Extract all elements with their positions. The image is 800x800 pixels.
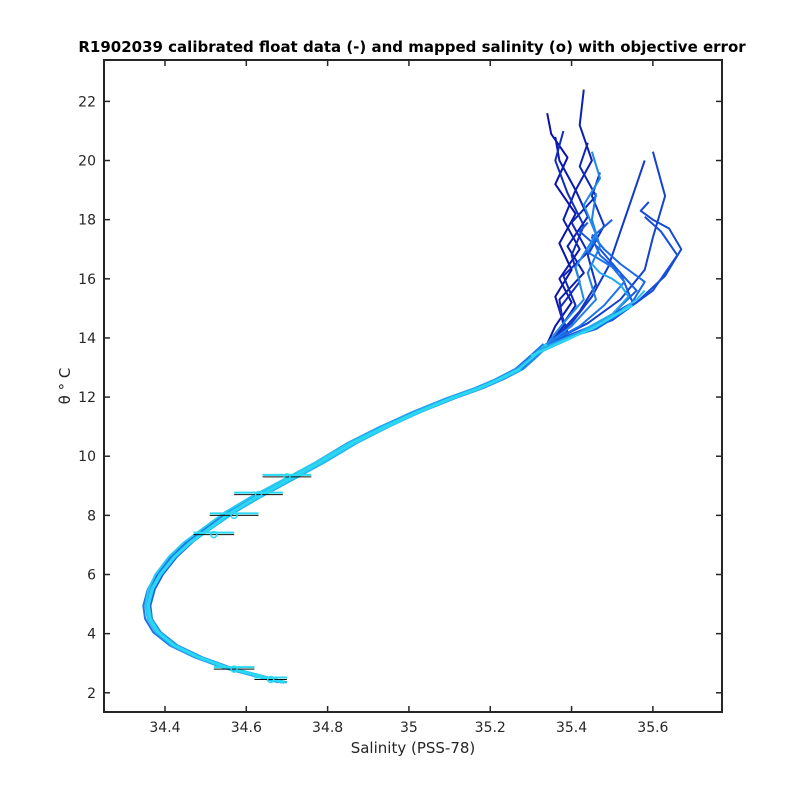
plot-frame [103, 59, 723, 713]
x-tick-label-3: 35 [400, 720, 418, 736]
profile-light-0 [538, 263, 630, 351]
mapped-point-3 [209, 511, 259, 520]
x-tick-label-5: 35.4 [556, 720, 587, 736]
y-tick-label-7: 16 [78, 272, 96, 288]
mapped-point-0 [254, 675, 287, 684]
x-tick-label-4: 35.2 [475, 720, 506, 736]
y-tick-label-4: 10 [78, 449, 96, 465]
x-tick-label-2: 34.8 [312, 720, 343, 736]
y-tick-label-10: 22 [78, 94, 96, 110]
x-tick-label-0: 34.4 [149, 720, 180, 736]
mapped-marker-2 [210, 530, 218, 539]
y-tick-label-5: 12 [78, 390, 96, 406]
y-tick-label-1: 4 [87, 627, 96, 643]
ticks-layer: 34.4 34.6 34.8 35 35.2 35.4 35.6 2 4 6 8 10 12 14 16 18… [78, 60, 722, 736]
mapped-marker-4 [254, 490, 263, 499]
profile-upper-13 [546, 236, 626, 345]
y-tick-label-6: 14 [78, 331, 96, 347]
y-tick-label-9: 20 [78, 154, 96, 170]
chart-title: R1902039 calibrated float data (-) and m… [78, 38, 746, 56]
y-tick-label-2: 6 [87, 568, 96, 584]
x-tick-label-1: 34.6 [231, 720, 262, 736]
profile-light-2 [530, 304, 634, 357]
profile-upper-6 [546, 160, 646, 345]
profile-upper-12 [546, 233, 646, 345]
mapped-point-4 [234, 490, 283, 499]
mapped-marker-5 [283, 473, 291, 481]
mapped-point-2 [193, 530, 235, 539]
y-axis-label: θ ° C [56, 368, 74, 405]
x-axis-label: Salinity (PSS-78) [351, 739, 476, 757]
profile-upper-14 [546, 192, 601, 345]
mapped-marker-0 [266, 675, 275, 684]
profile-upper-15 [546, 151, 601, 345]
plot-area [104, 60, 722, 712]
series-layer [142, 89, 683, 684]
mapped-marker-1 [230, 665, 238, 673]
x-tick-label-6: 35.6 [637, 720, 668, 736]
y-tick-label-8: 18 [78, 213, 96, 229]
profile-upper-7 [546, 151, 667, 345]
y-tick-label-3: 8 [87, 508, 96, 524]
mapped-marker-3 [230, 511, 238, 520]
profile-upper-1 [546, 136, 581, 345]
y-tick-label-0: 2 [87, 686, 96, 702]
profile-upper-4 [546, 130, 585, 345]
mapped-point-1 [213, 665, 255, 673]
mapped-point-5 [262, 473, 312, 481]
